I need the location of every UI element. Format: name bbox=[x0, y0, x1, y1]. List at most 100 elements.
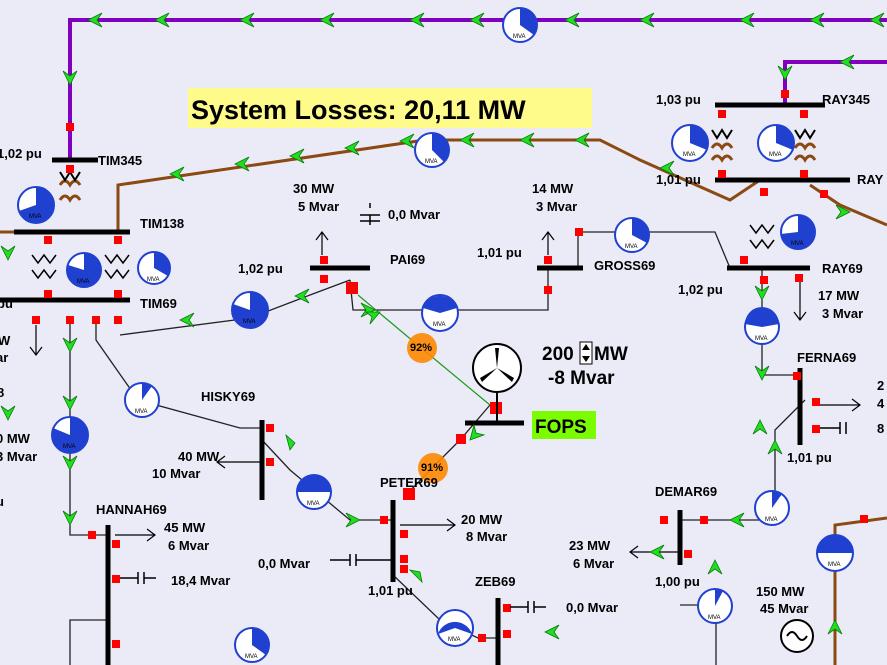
svg-text:MVA: MVA bbox=[433, 322, 446, 328]
bus-tim138-label: TIM138 bbox=[140, 216, 184, 231]
load-ray69-mw: 17 MW bbox=[818, 288, 860, 303]
pie-hisky-peter bbox=[296, 474, 332, 510]
bus-ray345-label: RAY345 bbox=[822, 92, 870, 107]
breakers[interactable] bbox=[32, 90, 868, 648]
pie-tim138-mid bbox=[66, 252, 102, 288]
load-gross69-mw: 14 MW bbox=[532, 181, 574, 196]
svg-text:MVA: MVA bbox=[708, 615, 721, 621]
system-losses-highlight bbox=[188, 88, 592, 128]
load-ferna-right-mid: 4 bbox=[877, 396, 885, 411]
pie-ray69-ferna bbox=[744, 307, 780, 345]
pie-tim69-hisky bbox=[124, 382, 160, 418]
voltage-ray138: 1,01 pu bbox=[656, 172, 701, 187]
svg-text:MVA: MVA bbox=[765, 517, 778, 523]
load-left-mw-partial: 0 MW bbox=[0, 431, 31, 446]
pie-hannah-south bbox=[234, 627, 270, 663]
svg-text:MVA: MVA bbox=[791, 241, 804, 247]
load-gross69-mvar: 3 Mvar bbox=[536, 199, 577, 214]
load-zeb69-mw: 150 MW bbox=[756, 584, 805, 599]
load-ferna-right-top: 2 bbox=[877, 378, 884, 393]
load-peter69-mvar: 8 Mvar bbox=[466, 529, 507, 544]
pie-demar-ferna bbox=[754, 490, 790, 526]
bus-ferna69-label: FERNA69 bbox=[797, 350, 856, 365]
load-demar69-mw: 23 MW bbox=[569, 538, 611, 553]
svg-text:MVA: MVA bbox=[307, 501, 320, 507]
svg-text:MVA: MVA bbox=[147, 277, 160, 283]
load-arrows bbox=[29, 231, 861, 559]
mw-spinner-icon[interactable] bbox=[579, 341, 593, 365]
shunt-zeb69: 0,0 Mvar bbox=[566, 600, 618, 615]
bus-zeb69-label: ZEB69 bbox=[475, 574, 515, 589]
shunt-pai69: 0,0 Mvar bbox=[388, 207, 440, 222]
loading-fops-peter bbox=[418, 453, 448, 483]
pie-tim345 bbox=[502, 7, 538, 43]
load-hannah69-mvar: 6 Mvar bbox=[168, 538, 209, 553]
pie-tim138-right bbox=[137, 251, 171, 285]
bus-hisky69-label: HISKY69 bbox=[201, 389, 255, 404]
generator-mw-value: 200 bbox=[542, 344, 574, 365]
pie-east-138 bbox=[816, 534, 854, 572]
load-hisky69-mw: 40 MW bbox=[178, 449, 220, 464]
load-hisky69-mvar: 10 Mvar bbox=[152, 466, 200, 481]
transformer-69kv[interactable] bbox=[31, 223, 775, 280]
bus-demar69-label: DEMAR69 bbox=[655, 484, 717, 499]
voltage-ferna69: 1,01 pu bbox=[787, 450, 832, 465]
load-zeb69-mvar: 45 Mvar bbox=[760, 601, 808, 616]
pie-peter-zeb bbox=[436, 609, 474, 647]
voltage-pai69: 1,02 pu bbox=[238, 261, 283, 276]
voltage-peter69: 1,01 pu bbox=[368, 583, 413, 598]
voltage-left-edge: u bbox=[0, 494, 4, 509]
bus-ray69-label: RAY69 bbox=[822, 261, 863, 276]
line-loading-indicators[interactable] bbox=[407, 333, 448, 483]
load-ray69-mvar: 3 Mvar bbox=[822, 306, 863, 321]
load-left-num-partial: 8 bbox=[0, 385, 4, 400]
load-peter69-mw: 20 MW bbox=[461, 512, 503, 527]
svg-text:MVA: MVA bbox=[513, 34, 526, 40]
fops-highlight bbox=[532, 411, 596, 439]
capacitors[interactable] bbox=[120, 203, 847, 613]
pie-tim138-line bbox=[414, 132, 450, 168]
svg-text:MVA: MVA bbox=[77, 279, 90, 285]
synchronous-device-icon[interactable] bbox=[780, 619, 814, 653]
loading-pai-fops-pct: 92% bbox=[410, 342, 432, 354]
transformer-ray[interactable] bbox=[710, 128, 817, 163]
svg-text:MVA: MVA bbox=[769, 152, 782, 158]
voltage-tim69: pu bbox=[0, 296, 13, 311]
system-losses-title: System Losses: 20,11 MW bbox=[191, 95, 526, 125]
pie-tim69-pai bbox=[231, 291, 269, 329]
generator-name: FOPS bbox=[535, 417, 587, 438]
bus-hannah69-label: HANNAH69 bbox=[96, 502, 167, 517]
bus-bars[interactable] bbox=[0, 102, 850, 665]
bus-tim69-label: TIM69 bbox=[140, 296, 177, 311]
svg-text:MVA: MVA bbox=[683, 152, 696, 158]
load-left-mvar-partial: 3 Mvar bbox=[0, 449, 37, 464]
load-hannah69-mw: 45 MW bbox=[164, 520, 206, 535]
wind-turbine-icon[interactable] bbox=[472, 343, 522, 423]
pie-ray345-right bbox=[757, 124, 795, 162]
svg-text:MVA: MVA bbox=[135, 409, 148, 415]
svg-text:MVA: MVA bbox=[29, 214, 42, 220]
bus-pai69-label: PAI69 bbox=[390, 252, 425, 267]
pie-ray345-left bbox=[671, 124, 709, 162]
pie-demar-south bbox=[697, 588, 733, 624]
bus-tim345-label: TIM345 bbox=[98, 153, 142, 168]
voltage-ray69: 1,02 pu bbox=[678, 282, 723, 297]
load-pai69-mw: 30 MW bbox=[293, 181, 335, 196]
voltage-ray345: 1,03 pu bbox=[656, 92, 701, 107]
load-pai69-mvar: 5 Mvar bbox=[298, 199, 339, 214]
pie-tim138-left bbox=[17, 186, 55, 224]
voltage-demar69: 1,00 pu bbox=[655, 574, 700, 589]
voltage-tim345: 1,02 pu bbox=[0, 146, 42, 161]
transformer-tim[interactable] bbox=[58, 170, 82, 203]
shunt-hannah69: 18,4 Mvar bbox=[171, 573, 230, 588]
pie-ray138 bbox=[780, 214, 816, 250]
bus-gross69-label: GROSS69 bbox=[594, 258, 655, 273]
svg-text:MVA: MVA bbox=[625, 244, 638, 250]
generator-mw-unit: MW bbox=[594, 344, 628, 365]
bus-peter69-label: PETER69 bbox=[380, 475, 438, 490]
svg-text:MVA: MVA bbox=[755, 336, 768, 342]
svg-text:MVA: MVA bbox=[63, 444, 76, 450]
